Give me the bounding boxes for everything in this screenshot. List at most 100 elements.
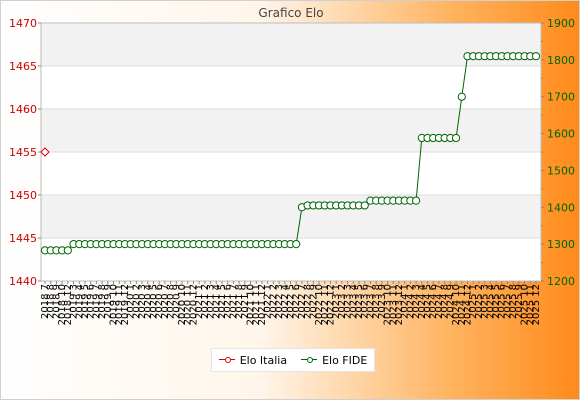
x-axis-tick-label: 2024 9 (445, 284, 456, 319)
x-axis-tick-label: 2018 10 (57, 284, 68, 325)
x-axis-tick-label: 2022 1 (263, 284, 274, 319)
legend-marker (218, 356, 235, 364)
right-axis-tick-label: 1800 (547, 54, 575, 67)
x-axis-tick-label: 2021 3 (206, 284, 217, 319)
elo-fide-point (451, 133, 461, 143)
right-axis-tick-label: 1200 (547, 275, 575, 288)
x-axis-tick-label: 2020 4 (143, 284, 154, 319)
x-axis-tick-label: 2022 12 (325, 284, 336, 325)
x-axis-tick-label: 2019 12 (120, 284, 131, 325)
left-axis-tick-label: 1440 (9, 275, 37, 288)
x-axis-tick-label: 2023 1 (331, 284, 342, 319)
x-axis-tick-label: 2021 8 (234, 284, 245, 319)
x-axis-tick-label: 2020 1 (126, 284, 137, 319)
x-axis-tick-label: 2019 3 (69, 284, 80, 319)
x-axis-tick-label: 2025 2 (474, 284, 485, 319)
chart-title: Grafico Elo (258, 6, 323, 20)
x-axis-tick-label: 2021 1 (194, 284, 205, 319)
x-axis-tick-label: 2022 7 (297, 284, 308, 319)
x-axis-tick-label: 2024 2 (405, 284, 416, 319)
legend-item-elo-italia: Elo Italia (218, 353, 288, 367)
right-axis-tick-label: 1900 (547, 17, 575, 30)
legend-item-elo-fide: Elo FIDE (301, 354, 367, 367)
legend-marker (301, 356, 318, 364)
x-axis-tick-label: 2019 11 (114, 284, 125, 325)
x-axis-tick-label: 2025 7 (502, 284, 513, 319)
x-axis-tick-label: 2023 10 (383, 284, 394, 325)
x-axis-tick-label: 2025 4 (485, 284, 496, 319)
x-axis-tick-label: 2024 12 (462, 284, 473, 325)
x-axis-tick-label: 2022 3 (274, 284, 285, 319)
x-axis-tick-label: 2024 7 (434, 284, 445, 319)
x-axis-tick-label: 2018 12 (63, 284, 74, 325)
x-axis-tick-label: 2020 7 (160, 284, 171, 319)
elo-fide-point (457, 92, 466, 101)
x-axis-tick-label: 2019 9 (103, 284, 114, 319)
x-axis-tick-label: 2018 9 (51, 284, 62, 319)
elo-fide-point (531, 52, 541, 61)
x-axis-tick-label: 2022 4 (280, 284, 291, 319)
x-axis-tick-label: 2022 8 (303, 284, 314, 319)
left-axis-tick-label: 1455 (9, 146, 37, 159)
x-axis-tick-label: 2024 3 (411, 284, 422, 319)
x-axis-tick-label: 2024 6 (428, 284, 439, 319)
grid-band (41, 195, 541, 238)
left-axis-tick-label: 1460 (9, 103, 37, 116)
right-axis-tick-label: 1600 (547, 128, 575, 141)
x-axis-tick-label: 2020 6 (154, 284, 165, 319)
x-axis-tick-label: 2020 5 (148, 284, 159, 319)
left-axis-tick-label: 1445 (9, 232, 37, 245)
x-axis-tick-label: 2025 1 (468, 284, 479, 319)
x-axis-tick-label: 2023 2 (337, 284, 348, 319)
x-axis-tick-label: 2024 8 (440, 284, 451, 319)
legend-label: Elo Italia (239, 353, 288, 367)
left-axis-tick-label: 1465 (9, 60, 37, 73)
x-axis-tick-label: 2020 8 (166, 284, 177, 319)
x-axis-tick-label: 2024 1 (400, 284, 411, 319)
x-axis-tick-label: 2021 5 (217, 284, 228, 319)
x-axis-tick-label: 2022 6 (291, 284, 302, 319)
x-axis-tick-label: 2024 10 (451, 284, 462, 325)
x-axis-tick-label: 2021 9 (240, 284, 251, 319)
right-axis-tick-label: 1700 (547, 91, 575, 104)
x-axis-tick-label: 2021 2 (200, 284, 211, 319)
x-axis-tick-label: 2021 12 (257, 284, 268, 325)
grid-band (41, 109, 541, 152)
x-axis-tick-label: 2022 11 (320, 284, 331, 325)
right-axis-tick-label: 1500 (547, 164, 575, 177)
left-axis-tick-label: 1450 (9, 189, 37, 202)
x-axis-tick-label: 2023 12 (394, 284, 405, 325)
x-axis-tick-label: 2023 9 (377, 284, 388, 319)
elo-italia-point (40, 147, 50, 157)
x-axis-tick-label: 2019 7 (91, 284, 102, 319)
x-axis-tick-label: 2018 7 (40, 284, 51, 319)
x-axis-tick-label: 2025 12 (531, 284, 542, 325)
elo-fide-point (292, 240, 301, 249)
x-axis-tick-label: 2023 3 (343, 284, 354, 319)
x-axis-tick-label: 2023 7 (365, 284, 376, 319)
left-axis-tick-label: 1470 (9, 17, 37, 30)
x-axis-tick-label: 2019 10 (109, 284, 120, 325)
chart-legend: Elo Italia Elo FIDE (211, 348, 375, 372)
x-axis-tick-label: 2022 9 (308, 284, 319, 319)
x-axis-tick-label: 2020 9 (171, 284, 182, 319)
x-axis-tick-label: 2023 4 (348, 284, 359, 319)
x-axis-tick-label: 2021 4 (211, 284, 222, 319)
legend-label: Elo FIDE (322, 353, 368, 367)
x-axis-tick-label: 2019 8 (97, 284, 108, 319)
x-axis-tick-label: 2023 11 (388, 284, 399, 325)
x-axis-tick-label: 2025 5 (491, 284, 502, 319)
x-axis-tick-label: 2025 6 (497, 284, 508, 319)
elo-fide-point (412, 196, 421, 205)
x-axis-tick-label: 2023 5 (354, 284, 365, 319)
x-axis-tick-label: 2021 11 (251, 284, 262, 325)
x-axis-tick-label: 2023 6 (360, 284, 371, 319)
x-axis-tick-label: 2025 9 (514, 284, 525, 319)
x-axis-tick-label: 2019 6 (86, 284, 97, 319)
x-axis-tick-label: 2019 5 (80, 284, 91, 319)
x-axis-tick-label: 2022 5 (286, 284, 297, 319)
x-axis-tick-label: 2024 4 (417, 284, 428, 319)
elo-fide-point (360, 201, 369, 210)
